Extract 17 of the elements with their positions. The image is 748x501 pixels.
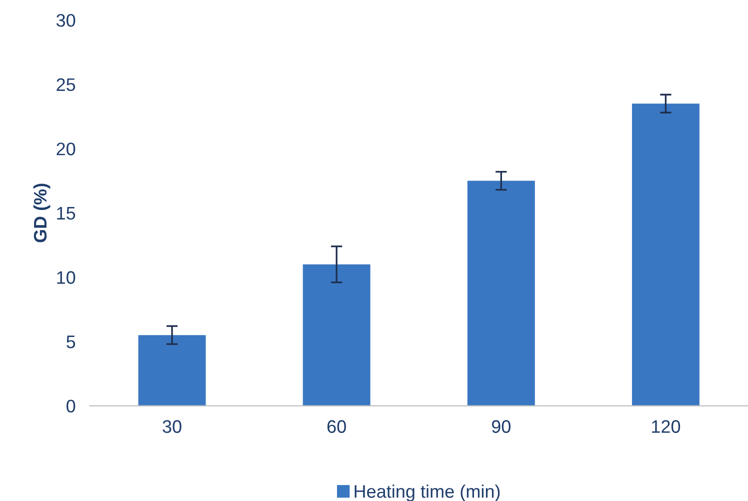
y-axis-title: GD (%) xyxy=(33,184,50,242)
bar xyxy=(632,104,700,406)
y-tick-label: 5 xyxy=(66,336,76,348)
bar xyxy=(138,335,206,406)
bar xyxy=(467,180,535,406)
y-tick-label: 20 xyxy=(56,142,76,156)
y-tick-label: 25 xyxy=(56,78,76,92)
x-tick-label: 30 xyxy=(162,420,182,433)
bar xyxy=(302,264,370,406)
y-tick-label: 30 xyxy=(56,14,76,27)
x-tick-label: 90 xyxy=(492,420,510,433)
x-tick-label: 60 xyxy=(327,420,346,433)
x-tick-label: 120 xyxy=(652,420,680,433)
legend-label: Heating time (min) xyxy=(354,484,500,501)
y-tick-label: 15 xyxy=(57,207,76,220)
y-tick-label: 10 xyxy=(57,271,76,284)
y-tick-label: 0 xyxy=(66,400,76,413)
